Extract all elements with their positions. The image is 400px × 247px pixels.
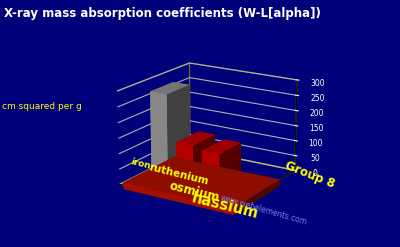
- Text: osmium: osmium: [168, 179, 221, 204]
- Text: iron: iron: [130, 158, 152, 171]
- Text: Group 8: Group 8: [283, 159, 337, 191]
- Text: hassium: hassium: [190, 190, 260, 222]
- Text: X-ray mass absorption coefficients (W-L[alpha]): X-ray mass absorption coefficients (W-L[…: [4, 7, 321, 21]
- Text: ruthenium: ruthenium: [148, 163, 210, 187]
- Text: cm squared per g: cm squared per g: [2, 102, 82, 111]
- Text: www.webelements.com: www.webelements.com: [220, 193, 308, 227]
